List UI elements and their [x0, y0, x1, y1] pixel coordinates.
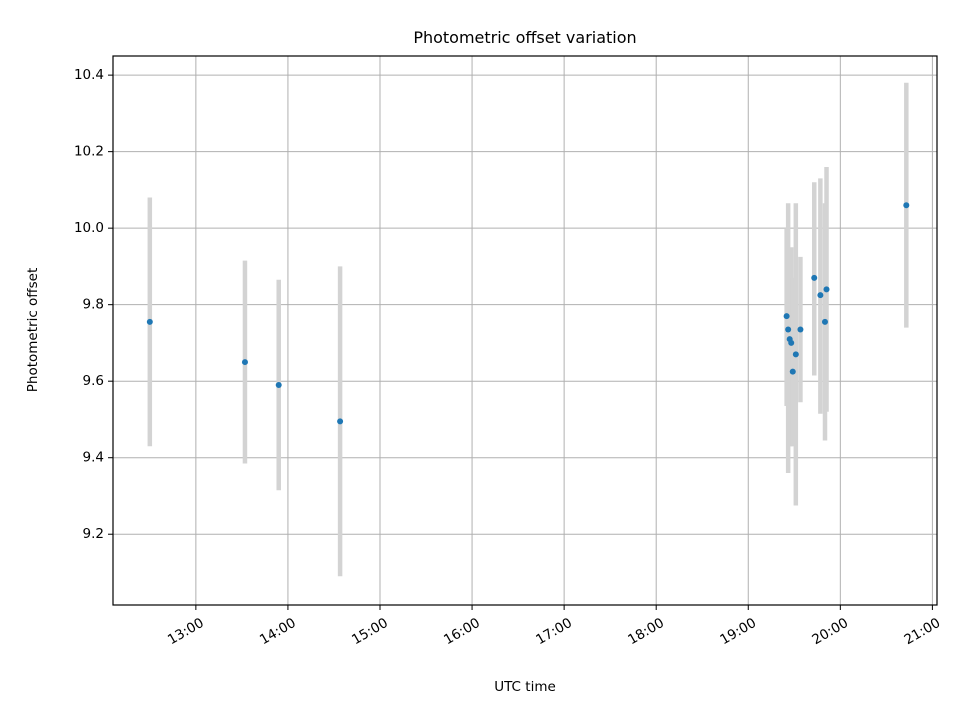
data-points [146, 202, 910, 425]
data-point [817, 292, 824, 299]
plot-frame [112, 55, 938, 606]
chart-title: Photometric offset variation [413, 28, 636, 47]
y-tick-label: 9.4 [83, 450, 104, 466]
data-point [241, 359, 248, 366]
data-point [275, 382, 282, 389]
data-point [783, 313, 790, 320]
data-point [823, 286, 830, 293]
data-point [785, 326, 792, 333]
y-tick-label: 9.2 [83, 526, 104, 542]
y-axis-label: Photometric offset [25, 268, 41, 392]
data-point [821, 318, 828, 325]
data-point [146, 318, 153, 325]
x-axis-label: UTC time [494, 679, 556, 695]
data-point [337, 418, 344, 425]
data-point [903, 202, 910, 209]
data-point [789, 368, 796, 375]
grid [113, 56, 937, 605]
y-tick-label: 10.0 [74, 220, 104, 236]
data-point [797, 326, 804, 333]
data-point [811, 274, 818, 281]
y-tick-label: 10.2 [74, 144, 104, 160]
y-tick-label: 9.6 [83, 373, 104, 389]
data-point [788, 339, 795, 346]
y-tick-label: 10.4 [74, 67, 104, 83]
y-tick-label: 9.8 [83, 297, 104, 313]
data-point [792, 351, 799, 358]
